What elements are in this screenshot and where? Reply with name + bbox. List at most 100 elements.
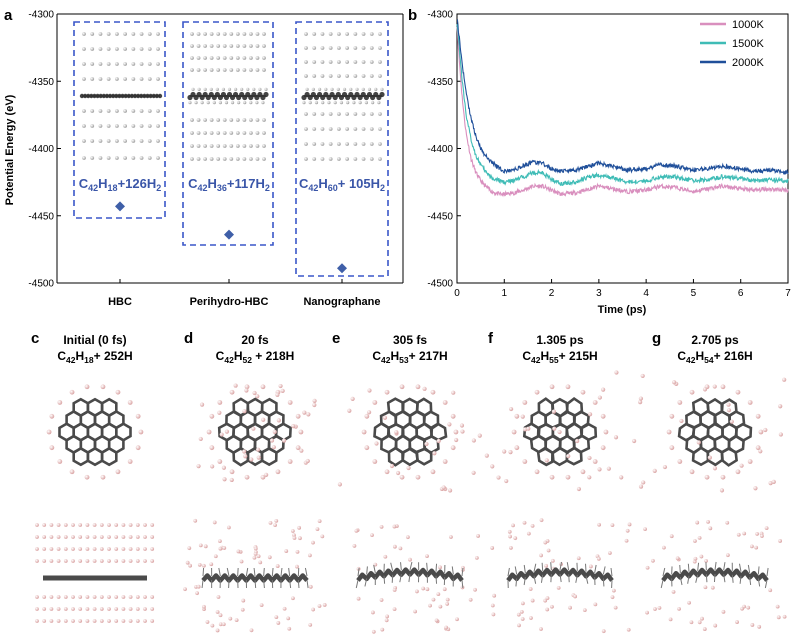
- ch-bond: [550, 562, 552, 571]
- hydrogen-atom: [710, 585, 715, 590]
- hydrogen-atom: [775, 604, 780, 609]
- h2-atom: [242, 44, 247, 48]
- h2-atom: [123, 77, 128, 81]
- h2-atom: [147, 139, 152, 143]
- nanographane-formula: C42H60+ 105H2: [299, 176, 385, 193]
- hydrogen-atom: [449, 535, 453, 539]
- hydrogen-atom: [292, 536, 297, 540]
- hydrogen-atom: [782, 377, 787, 382]
- panel-a-points: [115, 201, 347, 274]
- h2-atom: [92, 547, 97, 551]
- hydrogen-atom: [306, 412, 311, 417]
- hydrogen-atom: [374, 441, 379, 446]
- series-line-2000k: [456, 19, 789, 175]
- h2-atom: [156, 47, 160, 51]
- hydrogen-atom: [520, 414, 525, 419]
- hydrogen-atom: [768, 588, 773, 593]
- hydrogen-atom: [530, 598, 535, 603]
- ch-bond: [426, 562, 428, 571]
- h2-atom: [345, 32, 350, 36]
- hydrogen-atom: [747, 459, 753, 464]
- h2-atom: [353, 74, 358, 78]
- ch-bond: [687, 563, 690, 572]
- hydrogen-atom: [545, 596, 550, 601]
- h2-atom: [255, 144, 260, 148]
- h2-atom: [190, 157, 194, 161]
- ch-bond: [253, 567, 256, 577]
- h2-atom: [131, 47, 136, 51]
- h2-atom: [123, 156, 128, 160]
- h2-atom: [63, 595, 68, 599]
- hydrogen-atom: [370, 610, 375, 615]
- h2-atom: [143, 559, 147, 563]
- hydrogen-atom: [239, 559, 244, 564]
- hydrogen-atom: [308, 584, 313, 589]
- h2-atom: [139, 124, 144, 128]
- ch-bond: [679, 576, 683, 586]
- h2-atom: [82, 139, 86, 143]
- h2-atom: [114, 535, 119, 539]
- h2-atom: [304, 32, 308, 36]
- h-atom: [371, 101, 375, 105]
- ch-bond: [602, 566, 606, 575]
- hydrogen-atom: [308, 553, 312, 558]
- hydrogen-atom: [218, 539, 222, 544]
- h2-atom: [92, 559, 97, 563]
- h2-atom: [92, 535, 97, 539]
- hydrogen-atom: [287, 459, 293, 464]
- hydrogen-atom: [471, 470, 476, 475]
- hydrogen-atom: [696, 440, 701, 445]
- h2-atom: [49, 523, 54, 527]
- h2-atom: [98, 124, 103, 128]
- hydrogen-atom: [253, 552, 258, 556]
- h2-atom: [71, 523, 75, 527]
- hydrogen-atom: [675, 556, 680, 561]
- h-atom: [243, 101, 247, 105]
- h2-atom: [312, 157, 317, 161]
- hydrogen-atom: [520, 617, 525, 621]
- h2-atom: [99, 547, 104, 551]
- hydrogen-atom: [392, 607, 397, 612]
- hydrogen-atom: [398, 546, 403, 551]
- h2-atom: [106, 32, 111, 36]
- hydrogen-atom: [768, 481, 773, 486]
- h2-atom: [106, 62, 111, 66]
- ch-bond: [705, 574, 708, 583]
- hydrogen-atom: [490, 546, 495, 550]
- h2-atom: [209, 131, 214, 135]
- h2-atom: [114, 139, 119, 143]
- hydrogen-atom: [573, 594, 578, 599]
- h2-atom: [128, 535, 133, 539]
- hydrogen-atom: [322, 603, 327, 607]
- h2-atom: [107, 559, 111, 563]
- hydrogen-atom: [580, 469, 586, 475]
- h2-atom: [114, 32, 119, 36]
- h2-atom: [345, 157, 350, 161]
- h-atom: [355, 87, 359, 91]
- hydrogen-atom: [776, 615, 781, 620]
- hydrogen-atom: [641, 480, 646, 485]
- hydrogen-atom: [249, 457, 254, 462]
- h2-atom: [78, 535, 83, 539]
- h2-atom: [262, 44, 266, 48]
- hydrogen-atom: [370, 533, 374, 538]
- h2-atom: [361, 142, 366, 146]
- h2-atom: [99, 619, 104, 623]
- panel-label-a: a: [4, 7, 13, 24]
- hydrogen-atom: [138, 429, 144, 435]
- h2-atom: [63, 607, 68, 611]
- h2-atom: [229, 144, 234, 148]
- h2-atom: [150, 619, 155, 623]
- hydrogen-atom: [244, 388, 249, 393]
- hydrogen-atom: [747, 400, 753, 405]
- ch-bond: [202, 567, 205, 577]
- h2-atom: [336, 74, 341, 78]
- hydrogen-atom: [305, 458, 310, 464]
- hydrogen-atom: [720, 474, 726, 480]
- h2-atom: [92, 523, 97, 527]
- h2-atom: [56, 547, 61, 551]
- h2-atom: [345, 74, 350, 78]
- h-atom: [311, 87, 315, 91]
- hydrogen-atom: [677, 606, 681, 611]
- hydrogen-atom: [290, 529, 295, 533]
